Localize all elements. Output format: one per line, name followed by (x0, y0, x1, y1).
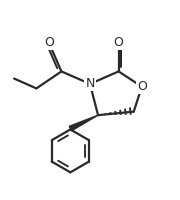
Text: O: O (137, 80, 147, 93)
Text: O: O (114, 36, 123, 49)
Text: O: O (44, 36, 54, 49)
Text: N: N (85, 77, 95, 90)
Polygon shape (69, 115, 98, 131)
